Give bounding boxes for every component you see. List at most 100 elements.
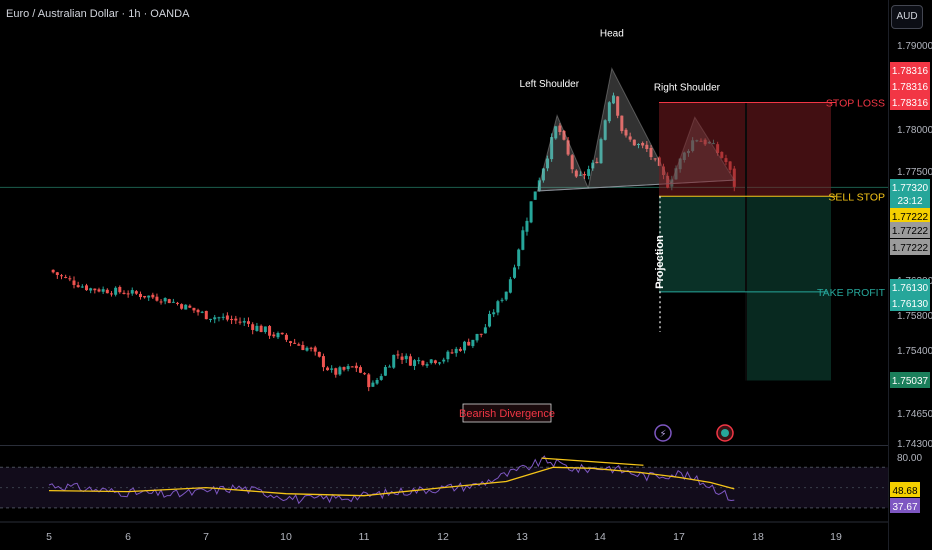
candle-body — [259, 325, 263, 333]
candle-body — [599, 139, 603, 164]
candle-body — [196, 309, 200, 313]
candle-body — [64, 276, 68, 278]
candle-body — [578, 174, 582, 176]
candle-body — [180, 304, 184, 309]
candle-body — [301, 345, 305, 351]
candle-body — [488, 313, 492, 327]
price-label-box — [890, 295, 930, 311]
candle-body — [450, 352, 454, 354]
price-label-text: 1.77222 — [892, 243, 929, 254]
price-label-text: 1.77222 — [892, 226, 929, 237]
candle-body — [483, 327, 487, 334]
candle-body — [475, 333, 479, 341]
candle-body — [105, 289, 109, 294]
extended-reward-zone — [746, 196, 831, 381]
candle-body — [570, 155, 574, 170]
candle-body — [171, 301, 175, 303]
candle-body — [446, 351, 450, 360]
candle-body — [404, 355, 408, 360]
candle-body — [628, 136, 632, 140]
candle-body — [463, 341, 467, 351]
candle-body — [159, 301, 163, 303]
x-tick-label: 11 — [359, 531, 370, 543]
x-tick-label: 7 — [203, 531, 209, 543]
price-label-text: 1.78316 — [892, 98, 929, 109]
right-shoulder-label: Right Shoulder — [654, 82, 721, 93]
candle-body — [155, 296, 159, 301]
candle-body — [321, 356, 325, 368]
candle-body — [330, 368, 334, 370]
candle-body — [59, 275, 63, 277]
candle-body — [413, 360, 417, 367]
candle-body — [147, 295, 151, 298]
y-tick-label: 1.74300 — [897, 439, 932, 450]
x-tick-label: 19 — [830, 531, 842, 543]
candle-body — [645, 144, 649, 149]
pane-separator[interactable] — [0, 445, 888, 446]
candle-body — [284, 334, 288, 340]
price-label-text: 1.78316 — [892, 82, 929, 93]
candle-body — [238, 321, 242, 323]
candle-body — [429, 359, 433, 363]
candle-body — [221, 316, 225, 318]
candle-body — [591, 162, 595, 169]
candle-body — [68, 278, 72, 280]
x-tick-label: 13 — [516, 531, 528, 543]
candle-body — [583, 174, 587, 176]
candle-body — [562, 130, 566, 140]
price-label-text: 1.75037 — [892, 376, 929, 387]
rsi-value-box — [890, 482, 920, 497]
x-tick-label: 5 — [46, 531, 52, 543]
candle-body — [471, 339, 475, 347]
candle-body — [350, 366, 354, 368]
price-label-text: 1.77320 — [892, 183, 929, 194]
candle-body — [109, 293, 113, 295]
left-shoulder-shape — [536, 114, 590, 192]
candle-body — [192, 307, 196, 311]
candle-body — [242, 321, 246, 323]
x-tick-label: 6 — [125, 531, 131, 543]
x-tick-label: 12 — [437, 531, 449, 543]
candle-body — [458, 348, 462, 351]
candle-body — [213, 317, 217, 320]
candle-body — [554, 126, 558, 139]
candle-body — [537, 180, 541, 192]
candle-body — [641, 142, 645, 146]
candle-body — [167, 299, 171, 304]
price-label-text: 1.76130 — [892, 283, 929, 294]
candle-body — [529, 201, 533, 223]
candle-body — [417, 360, 421, 362]
candle-body — [653, 158, 657, 160]
candle-body — [595, 161, 599, 164]
y-tick-label: 1.74650 — [897, 409, 932, 420]
left-shoulder-label: Left Shoulder — [520, 79, 580, 90]
candle-body — [97, 289, 101, 292]
candle-body — [89, 288, 93, 291]
candle-body — [209, 318, 213, 320]
currency-button[interactable]: AUD — [891, 5, 923, 29]
candle-body — [525, 220, 529, 232]
candle-body — [574, 170, 578, 177]
projection-label: Projection — [654, 235, 666, 289]
candle-body — [566, 140, 570, 155]
candle-body — [504, 291, 508, 300]
candle-body — [636, 143, 640, 145]
candle-body — [550, 137, 554, 160]
candle-body — [342, 367, 346, 370]
candle-body — [175, 302, 179, 304]
divergence-tag-box — [462, 403, 552, 423]
candle-body — [126, 293, 130, 295]
price-scale-border — [888, 0, 889, 550]
price-label-text: 1.77222 — [892, 212, 929, 223]
rsi-value-text: 37.67 — [892, 502, 917, 513]
price-label-box — [890, 208, 930, 224]
reward-zone — [659, 196, 746, 292]
candle-body — [255, 325, 259, 331]
candle-body — [508, 279, 512, 293]
candle-body — [612, 95, 616, 104]
candle-body — [293, 342, 297, 344]
candle-body — [379, 376, 383, 380]
price-label-box — [890, 279, 930, 295]
candle-body — [72, 280, 76, 285]
